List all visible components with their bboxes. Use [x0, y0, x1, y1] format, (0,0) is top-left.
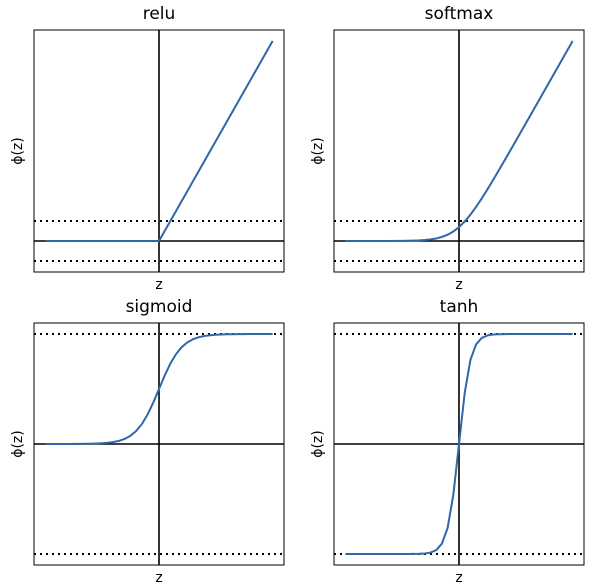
- x-axis-label: z: [455, 570, 462, 586]
- subplot: sigmoid z ϕ(z): [10, 297, 285, 586]
- data-line: [345, 40, 574, 242]
- subplot: tanh z ϕ(z): [310, 297, 585, 586]
- plot-frame: [33, 322, 285, 566]
- chart-title: softmax: [425, 4, 494, 24]
- subplot: softmax z ϕ(z): [310, 4, 585, 293]
- x-axis-label: z: [155, 277, 162, 293]
- y-axis-label: ϕ(z): [10, 137, 26, 165]
- chart-title: relu: [143, 4, 176, 24]
- x-axis-label: z: [155, 570, 162, 586]
- chart-title: tanh: [440, 297, 479, 317]
- plot-frame: [333, 322, 585, 566]
- chart-title: sigmoid: [126, 297, 193, 317]
- y-axis-label: ϕ(z): [10, 430, 26, 458]
- subplot: relu z ϕ(z): [10, 4, 285, 293]
- plot-frame: [333, 29, 585, 273]
- data-line: [345, 333, 573, 555]
- y-axis-label: ϕ(z): [310, 137, 326, 165]
- y-axis-label: ϕ(z): [310, 430, 326, 458]
- x-axis-label: z: [455, 277, 462, 293]
- plot-frame: [33, 29, 285, 273]
- data-line: [45, 333, 273, 445]
- data-line: [45, 40, 274, 242]
